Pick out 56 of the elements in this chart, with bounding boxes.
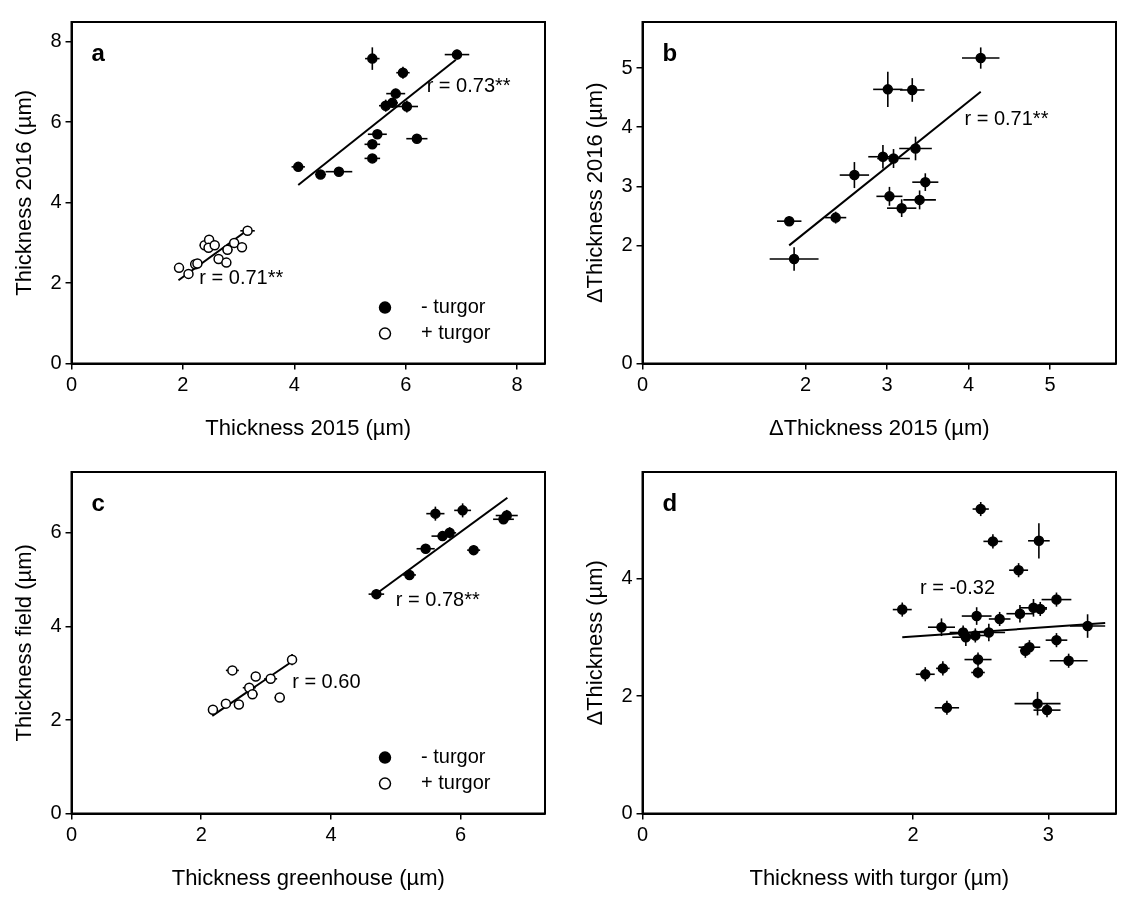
y-tick-label: 5 — [621, 55, 633, 78]
x-tick-label: 2 — [177, 373, 189, 396]
annotation: a — [91, 38, 106, 66]
annotation: c — [91, 488, 105, 516]
x-axis-title: ΔThickness 2015 (µm) — [768, 414, 990, 440]
x-tick-label: 8 — [511, 373, 523, 396]
x-tick-label: 3 — [881, 373, 893, 396]
annotation: r = 0.73** — [426, 74, 511, 97]
y-tick-label: 0 — [621, 801, 633, 824]
x-tick-label: 0 — [65, 823, 78, 846]
legend-label: - turgor — [421, 295, 486, 318]
x-tick-label: 0 — [636, 823, 649, 846]
annotation: r = 0.78** — [395, 588, 481, 611]
y-tick-label: 3 — [621, 173, 633, 196]
y-tick-label: 6 — [50, 109, 62, 132]
x-axis-title: Thickness with turgor (µm) — [749, 864, 1010, 890]
annotation: d — [662, 488, 678, 516]
legend-label: - turgor — [421, 745, 486, 768]
y-axis-title: Thickness field (µm) — [11, 544, 37, 742]
x-tick-label: 2 — [799, 373, 812, 396]
y-tick-label: 4 — [50, 190, 62, 213]
x-tick-label: 2 — [907, 823, 919, 846]
y-tick-label: 0 — [50, 801, 62, 824]
x-tick-label: 0 — [65, 373, 78, 396]
y-tick-label: 0 — [621, 351, 633, 374]
x-tick-label: 0 — [636, 373, 649, 396]
y-tick-label: 2 — [621, 232, 633, 255]
legend-label: + turgor — [421, 321, 491, 344]
x-tick-label: 4 — [962, 373, 975, 396]
y-tick-label: 2 — [50, 270, 62, 293]
x-tick-label: 4 — [288, 373, 300, 396]
x-tick-label: 4 — [325, 823, 337, 846]
y-tick-label: 4 — [50, 613, 62, 636]
annotation: b — [662, 38, 678, 66]
y-tick-label: 2 — [50, 707, 62, 730]
y-axis-title: Thickness 2016 (µm) — [11, 89, 37, 296]
x-tick-label: 3 — [1042, 823, 1054, 846]
x-tick-label: 6 — [400, 373, 412, 396]
y-tick-label: 2 — [621, 683, 633, 706]
x-axis-title: Thickness greenhouse (µm) — [171, 864, 445, 890]
y-tick-label: 8 — [50, 29, 62, 52]
x-axis-title: Thickness 2015 (µm) — [205, 414, 412, 440]
x-tick-label: 6 — [455, 823, 467, 846]
y-tick-label: 4 — [621, 565, 633, 588]
y-tick-label: 0 — [50, 351, 62, 374]
y-tick-label: 4 — [621, 114, 633, 137]
x-tick-label: 5 — [1044, 373, 1056, 396]
x-tick-label: 2 — [195, 823, 207, 846]
y-axis-title: ΔThickness (µm) — [582, 560, 608, 726]
y-axis-title: ΔThickness 2016 (µm) — [582, 82, 608, 304]
annotation: r = 0.71** — [964, 106, 1049, 129]
annotation: r = 0.60 — [292, 669, 361, 692]
annotation: r = 0.71** — [199, 265, 284, 288]
legend-label: + turgor — [421, 771, 491, 794]
y-tick-label: 6 — [50, 520, 62, 543]
annotation: r = -0.32 — [919, 575, 996, 598]
